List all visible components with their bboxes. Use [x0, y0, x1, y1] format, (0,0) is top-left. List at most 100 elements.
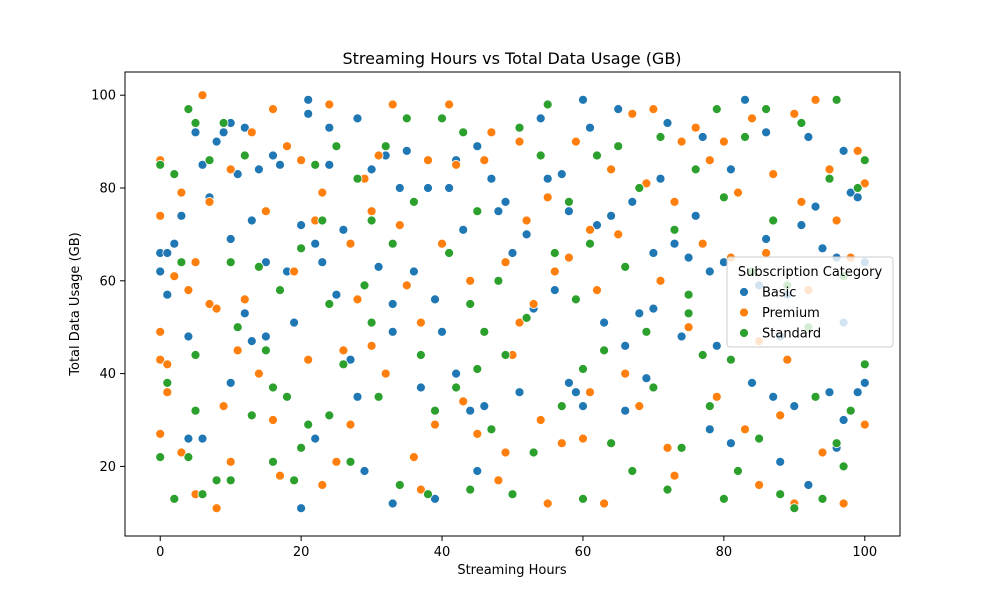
legend-label-premium: Premium: [762, 306, 820, 321]
data-point: [747, 377, 757, 388]
data-point: [401, 280, 412, 291]
data-point: [296, 442, 307, 453]
data-point: [620, 340, 631, 351]
data-point: [451, 159, 462, 170]
data-point: [303, 419, 314, 430]
data-point: [211, 136, 222, 147]
data-point: [521, 312, 532, 323]
data-point: [768, 215, 779, 226]
data-point: [324, 99, 335, 110]
data-point: [260, 206, 271, 217]
data-point: [190, 118, 201, 128]
data-point: [514, 136, 525, 147]
data-point: [155, 326, 166, 337]
x-axis-label: Streaming Hours: [457, 563, 567, 578]
data-point: [310, 433, 321, 444]
data-point: [465, 275, 476, 286]
data-point: [423, 183, 433, 193]
data-point: [387, 238, 398, 249]
data-point: [324, 410, 335, 421]
data-point: [690, 122, 701, 133]
data-point: [585, 122, 595, 133]
data-point: [268, 382, 278, 393]
data-point: [556, 438, 567, 449]
data-point: [704, 155, 715, 166]
x-axis-ticks: 0 20 40 60 80 100: [156, 536, 877, 560]
data-point: [578, 401, 588, 412]
data-point: [253, 368, 264, 379]
data-point: [641, 178, 652, 189]
data-point: [606, 438, 616, 449]
data-point: [352, 173, 363, 184]
data-point: [796, 118, 807, 128]
data-point: [253, 164, 264, 175]
data-point: [662, 442, 673, 453]
data-point: [592, 285, 602, 296]
data-point: [768, 169, 779, 180]
data-point: [528, 447, 539, 458]
data-point: [345, 419, 356, 430]
data-point: [768, 391, 779, 402]
data-point: [704, 266, 715, 277]
data-point: [507, 489, 518, 500]
data-point: [719, 192, 729, 203]
y-tick-label: 80: [99, 182, 116, 197]
data-point: [218, 118, 229, 128]
series-basic: [155, 94, 870, 514]
data-point: [754, 433, 764, 444]
data-point: [472, 428, 483, 439]
data-point: [225, 234, 236, 244]
data-point: [634, 401, 645, 412]
data-point: [556, 401, 567, 412]
data-point: [620, 405, 631, 416]
data-point: [183, 104, 194, 114]
data-point: [500, 350, 511, 360]
data-point: [521, 229, 532, 240]
data-point: [366, 215, 377, 226]
data-point: [190, 257, 201, 268]
data-point: [634, 308, 645, 319]
data-point: [775, 489, 786, 500]
data-point: [268, 415, 278, 425]
data-point: [803, 132, 814, 142]
data-point: [430, 419, 440, 430]
data-point: [740, 132, 750, 142]
data-point: [803, 480, 814, 490]
data-point: [472, 206, 483, 217]
data-point: [387, 299, 398, 309]
data-point: [796, 196, 807, 207]
data-point: [669, 196, 680, 207]
data-point: [852, 183, 863, 193]
legend-title: Subscription Category: [738, 265, 883, 280]
series-standard: [155, 94, 870, 514]
data-point: [578, 433, 588, 444]
data-point: [831, 94, 842, 105]
data-point: [761, 104, 771, 114]
data-point: [162, 377, 173, 388]
data-point: [232, 345, 243, 356]
legend: Subscription Category Basic Premium Standa…: [726, 256, 894, 348]
data-point: [690, 164, 701, 175]
data-point: [817, 447, 828, 458]
data-point: [606, 164, 616, 175]
data-point: [345, 456, 356, 467]
data-point: [253, 261, 264, 272]
x-tick-label: 0: [156, 545, 164, 560]
data-point: [415, 484, 426, 495]
data-point: [627, 196, 638, 207]
data-point: [465, 484, 476, 495]
data-point: [183, 452, 194, 463]
data-point: [352, 294, 363, 305]
data-point: [155, 266, 166, 277]
data-point: [239, 122, 250, 133]
data-point: [859, 377, 870, 388]
data-point: [676, 331, 687, 342]
data-point: [789, 503, 800, 514]
data-point: [338, 224, 349, 235]
data-point: [408, 266, 419, 277]
x-tick-label: 60: [575, 545, 592, 560]
y-axis-ticks: 20 40 60 80 100: [91, 89, 125, 475]
data-point: [366, 164, 377, 175]
legend-label-basic: Basic: [762, 286, 796, 301]
data-point: [789, 401, 800, 412]
